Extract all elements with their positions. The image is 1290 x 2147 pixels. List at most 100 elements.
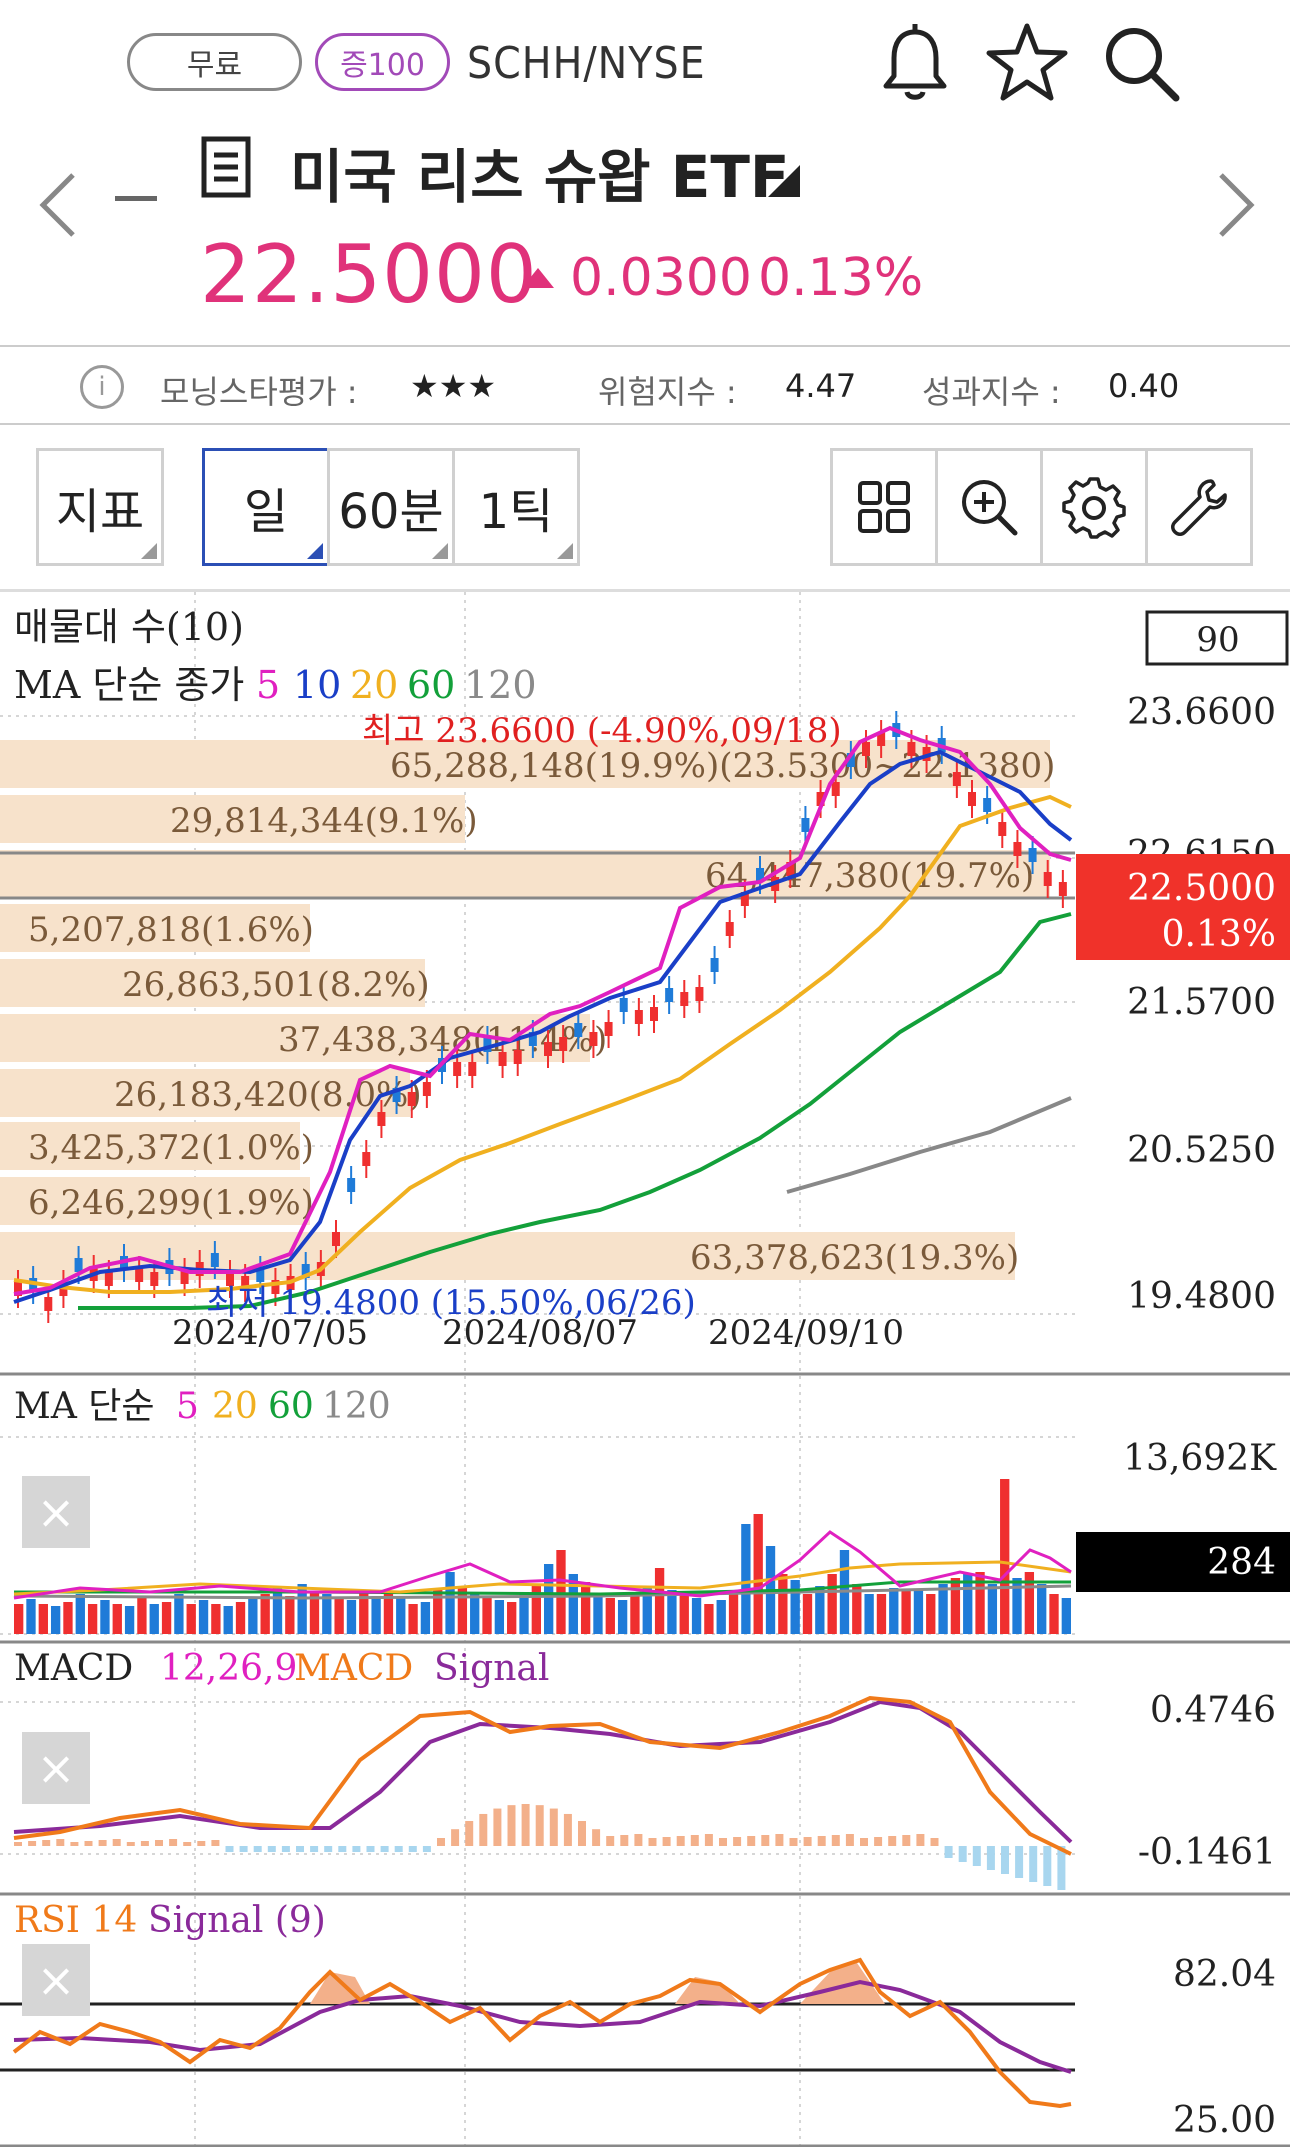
volume-bar: [100, 1600, 110, 1634]
volume-bar: [248, 1598, 258, 1634]
volume-bar: [926, 1594, 936, 1634]
volume-bar: [704, 1604, 714, 1634]
volume-bar: [63, 1602, 73, 1634]
macd-hist-bar: [1015, 1846, 1024, 1878]
ma60-line: [78, 912, 1072, 1310]
macd-hist-bar: [789, 1838, 798, 1846]
volume-bar: [50, 1606, 61, 1634]
volume-bar: [728, 1590, 739, 1634]
macd-hist-bar: [324, 1846, 333, 1852]
volume-current-marker: [1076, 1532, 1290, 1592]
volume-profile-bar: [0, 1122, 300, 1170]
macd-hist-bar: [592, 1829, 601, 1846]
document-icon[interactable]: [200, 135, 254, 199]
macd-hist-bar: [84, 1841, 93, 1846]
volume-bar: [14, 1604, 24, 1634]
volume-bars: [14, 1479, 1071, 1634]
volume-bar: [876, 1594, 887, 1634]
minimize-dash[interactable]: [115, 196, 157, 201]
macd-hist-bar: [310, 1846, 319, 1852]
candle-body: [544, 1042, 552, 1056]
volume-ma120-legend: 120: [322, 1386, 391, 1427]
performance-label: 성과지수 :: [922, 373, 1061, 411]
price-axis-label: 19.4800: [1127, 1276, 1276, 1317]
macd-hist-bar: [380, 1846, 389, 1852]
close-volume-button[interactable]: ×: [22, 1476, 90, 1548]
high-annotation: 최고 23.6600 (-4.90%,09/18): [362, 711, 842, 751]
macd-hist-bar: [719, 1838, 727, 1846]
info-icon[interactable]: i: [80, 365, 124, 409]
candle-body: [14, 1282, 22, 1296]
candle-body: [680, 992, 689, 1006]
macd-hist-bar: [860, 1838, 868, 1846]
layout-grid-button[interactable]: [830, 448, 938, 566]
macd-hist-bar: [845, 1834, 854, 1846]
macd-hist-bar: [775, 1834, 784, 1846]
macd-histogram: [14, 1804, 1066, 1890]
settings-button[interactable]: [1040, 448, 1148, 566]
rsi-bottom-label: 25.00: [1173, 2100, 1276, 2141]
candle-body: [29, 1278, 38, 1292]
price-axis-label: 21.5700: [1127, 982, 1276, 1023]
macd-hist-bar: [338, 1846, 347, 1852]
macd-hist-bar: [437, 1838, 445, 1846]
volume-bar: [297, 1584, 307, 1634]
wrench-icon: [1171, 479, 1227, 536]
free-badge[interactable]: 무료: [127, 33, 302, 91]
volume-bar: [901, 1590, 911, 1634]
data-count-value: 90: [1196, 620, 1239, 660]
chevron-left-icon[interactable]: [28, 160, 88, 250]
1tick-period-button[interactable]: 1틱: [452, 448, 580, 566]
volume-bar: [457, 1588, 468, 1634]
candle-body: [619, 998, 628, 1012]
volume-bar: [568, 1574, 578, 1634]
candle-body: [483, 1038, 492, 1052]
close-macd-button[interactable]: ×: [22, 1732, 90, 1804]
macd-hist-bar: [281, 1846, 290, 1852]
daily-period-button[interactable]: 일: [202, 448, 330, 566]
candle-body: [301, 1264, 310, 1278]
close-rsi-button[interactable]: ×: [22, 1944, 90, 2016]
tools-button[interactable]: [1145, 448, 1253, 566]
candle-body: [862, 742, 870, 756]
1tick-label: 1틱: [478, 484, 554, 540]
volume-profile-label: 6,246,299(1.9%): [28, 1183, 314, 1223]
volume-bar: [38, 1604, 48, 1634]
macd-hist-bar: [620, 1835, 629, 1846]
volume-bar: [778, 1574, 788, 1634]
volume-bar: [198, 1600, 209, 1634]
volume-bar: [1049, 1594, 1059, 1634]
volume-bar: [322, 1594, 332, 1634]
volume-profile-bar: [0, 1069, 410, 1117]
chart-canvas[interactable]: 65,288,148(19.9%)(23.5300~22.1380)29,814…: [0, 592, 1290, 2147]
zoom-in-button[interactable]: [935, 448, 1043, 566]
chevron-right-icon[interactable]: [1206, 160, 1266, 250]
ma10-legend: 10: [293, 663, 341, 707]
macd-hist-bar: [930, 1838, 939, 1846]
macd-hist-bar: [239, 1846, 248, 1852]
margin-badge[interactable]: 증100: [315, 33, 450, 91]
macd-hist-bar: [352, 1846, 361, 1852]
candle-body: [453, 1062, 462, 1076]
volume-bar: [827, 1574, 837, 1634]
candle-body: [816, 792, 825, 806]
bell-icon[interactable]: [870, 18, 960, 108]
date-label: 2024/07/05: [172, 1313, 368, 1353]
candle-body: [801, 818, 810, 832]
60min-period-button[interactable]: 60분: [327, 448, 455, 566]
volume-bar: [470, 1594, 480, 1634]
stock-name[interactable]: 미국 리츠 슈왑 ETF: [290, 143, 790, 211]
price-axis-label: 20.5250: [1127, 1130, 1276, 1171]
dropdown-triangle-icon[interactable]: [768, 165, 800, 197]
price-change: 0.0300: [570, 248, 752, 308]
ma5-line: [13, 725, 1072, 1296]
data-count-box[interactable]: [1145, 610, 1289, 666]
macd-hist-bar: [507, 1805, 516, 1846]
star-icon[interactable]: [982, 18, 1072, 108]
indicator-button[interactable]: 지표: [36, 448, 164, 566]
low-annotation: 최저 19.4800 (15.50%,06/26): [206, 1283, 696, 1323]
search-icon[interactable]: [1096, 18, 1186, 108]
candle-body: [498, 1052, 507, 1066]
candle-body: [226, 1272, 234, 1286]
volume-bar: [433, 1590, 443, 1634]
